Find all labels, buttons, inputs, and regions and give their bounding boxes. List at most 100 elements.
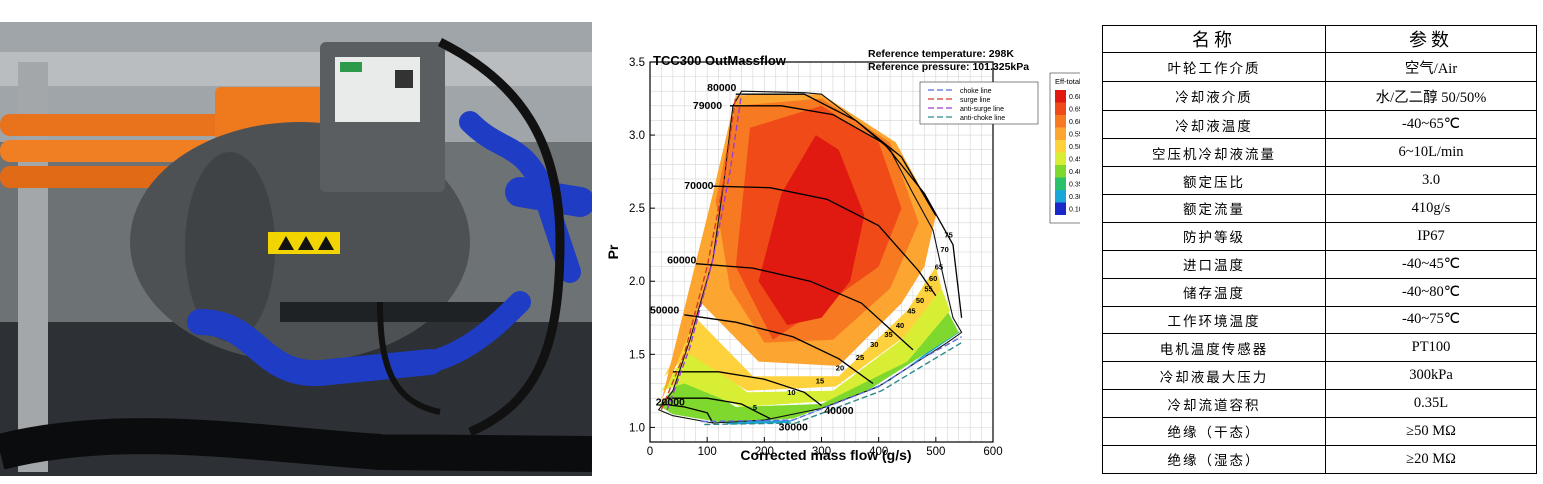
speed-line <box>735 93 937 216</box>
row-value-cell: -40~45℃ <box>1325 249 1537 279</box>
efficiency-label: 60 <box>929 274 937 283</box>
x-tick-label: 200 <box>755 446 774 458</box>
efficiency-label: 55 <box>924 284 932 293</box>
speed-line <box>712 185 937 297</box>
row-value-cell: 水/乙二醇 50/50% <box>1325 81 1537 112</box>
y-tick-label: 1.0 <box>629 422 645 434</box>
speed-label: 79000 <box>693 100 722 112</box>
colorbar-level: 0.68 <box>1069 94 1080 101</box>
efficiency-label: 10 <box>787 388 795 397</box>
row-name-cell: 绝缘（干态） <box>1102 417 1326 446</box>
table-row: 叶轮工作介质 空气/Air <box>1102 51 1537 83</box>
x-ticks: 0 100 200 300 400 500 600 <box>647 437 1003 458</box>
legend-label: surge line <box>960 97 990 104</box>
row-name-cell: 冷却流道容积 <box>1102 389 1326 419</box>
y-ticks: 1.0 1.5 2.0 2.5 3.0 3.5 <box>629 57 655 434</box>
y-tick-label: 2.5 <box>629 203 645 215</box>
speed-label: 60000 <box>667 255 696 267</box>
efficiency-zone <box>661 288 951 407</box>
colorbar-level: 0.35 <box>1069 182 1080 189</box>
table-row: 防护等级 IP67 <box>1102 221 1537 251</box>
efficiency-label: 65 <box>935 263 943 272</box>
y-tick-label: 3.5 <box>629 57 645 69</box>
row-name-cell: 叶轮工作介质 <box>1102 51 1326 83</box>
black-pipe <box>0 418 592 472</box>
colorbar-swatch <box>1055 115 1066 128</box>
table-row: 储存温度 -40~80℃ <box>1102 277 1537 307</box>
speed-label: 40000 <box>824 405 853 417</box>
table-row: 电机温度传感器 PT100 <box>1102 333 1537 363</box>
colorbar-level: 0.60 <box>1069 119 1080 126</box>
row-value-cell: IP67 <box>1325 221 1537 251</box>
speed-label: 30000 <box>779 421 808 433</box>
table-row: 进口温度 -40~45℃ <box>1102 249 1537 279</box>
efficiency-label: 35 <box>884 330 892 339</box>
colorbar-title: Eff-total <box>1055 77 1080 86</box>
table-row: 冷却液最大压力 300kPa <box>1102 361 1537 391</box>
y-tick-label: 1.5 <box>629 349 645 361</box>
legend-label: anti-choke line <box>960 115 1005 122</box>
x-tick-label: 100 <box>698 446 717 458</box>
row-name-cell: 进口温度 <box>1102 249 1326 279</box>
speed-line <box>684 314 874 385</box>
row-name-cell: 额定压比 <box>1102 166 1326 196</box>
colorbar-swatch <box>1055 177 1066 190</box>
row-name-cell: 电机温度传感器 <box>1102 333 1326 363</box>
efficiency-label: 15 <box>816 377 824 386</box>
row-value-cell: -40~65℃ <box>1325 110 1537 140</box>
colorbar-level: 0.30 <box>1069 194 1080 201</box>
colorbar-level: 0.55 <box>1069 132 1080 139</box>
coolant-hoses <box>187 111 592 387</box>
efficiency-zone <box>758 135 865 326</box>
row-name-cell: 空压机冷却液流量 <box>1102 138 1326 168</box>
hot-surface-warning-icon <box>298 236 314 250</box>
x-tick-label: 400 <box>869 446 888 458</box>
row-name-cell: 工作环境温度 <box>1102 305 1326 335</box>
row-value-cell: 410g/s <box>1325 194 1537 223</box>
colorbar-swatch <box>1055 202 1066 215</box>
x-tick-label: 600 <box>983 446 1002 458</box>
electric-shock-warning-icon <box>318 236 334 250</box>
y-axis-label: Pr <box>605 244 621 259</box>
row-name-cell: 储存温度 <box>1102 277 1326 307</box>
x-axis-label: Corrected mass flow (g/s) <box>740 447 911 463</box>
efficiency-label: 40 <box>896 321 904 330</box>
table-row: 冷却流道容积 0.35L <box>1102 389 1537 419</box>
colorbar-level: 0.45 <box>1069 157 1080 164</box>
table-header-row: 名称 参数 <box>1102 25 1537 53</box>
row-value-cell: 0.35L <box>1325 389 1537 419</box>
colorbar-level: 0.10 <box>1069 207 1080 214</box>
speed-label: 20000 <box>656 396 685 408</box>
colorbar-level: 0.50 <box>1069 144 1080 151</box>
efficiency-label: 70 <box>940 245 948 254</box>
colorbar-level: 0.40 <box>1069 169 1080 176</box>
speed-line <box>695 263 914 351</box>
colorbar-swatch <box>1055 140 1066 153</box>
row-value-cell: 6~10L/min <box>1325 138 1537 168</box>
reference-pressure: Reference pressure: 101.325kPa <box>868 61 1029 73</box>
speed-line <box>667 397 771 420</box>
header-name: 名称 <box>1102 25 1326 53</box>
table-row: 工作环境温度 -40~75℃ <box>1102 305 1537 335</box>
row-value-cell: ≥20 MΩ <box>1325 444 1537 475</box>
row-name-cell: 防护等级 <box>1102 221 1326 251</box>
efficiency-colorbar: Eff-total 0.68 0.65 0.60 0.55 0.50 0.45 0.40 0.… <box>1049 72 1080 224</box>
colorbar-swatch <box>1055 127 1066 140</box>
row-name-cell: 冷却液温度 <box>1102 110 1326 140</box>
table-row: 冷却液温度 -40~65℃ <box>1102 110 1537 140</box>
row-value-cell: ≥50 MΩ <box>1325 417 1537 446</box>
row-value-cell: -40~75℃ <box>1325 305 1537 335</box>
table-row: 额定流量 410g/s <box>1102 194 1537 223</box>
speed-labels: 20000 30000 40000 50000 60000 70000 79000 80000 <box>650 82 854 433</box>
efficiency-label: 45 <box>907 306 915 315</box>
high-voltage-warning-icon <box>278 236 294 250</box>
table-row: 额定压比 3.0 <box>1102 166 1537 196</box>
table-row: 绝缘（湿态） ≥20 MΩ <box>1102 444 1537 475</box>
row-value-cell: 空气/Air <box>1325 51 1537 83</box>
x-tick-label: 0 <box>647 446 653 458</box>
speed-line <box>672 371 822 407</box>
colorbar-swatch <box>1055 90 1066 103</box>
compressor-photo <box>0 22 592 476</box>
efficiency-label: 20 <box>836 363 844 372</box>
